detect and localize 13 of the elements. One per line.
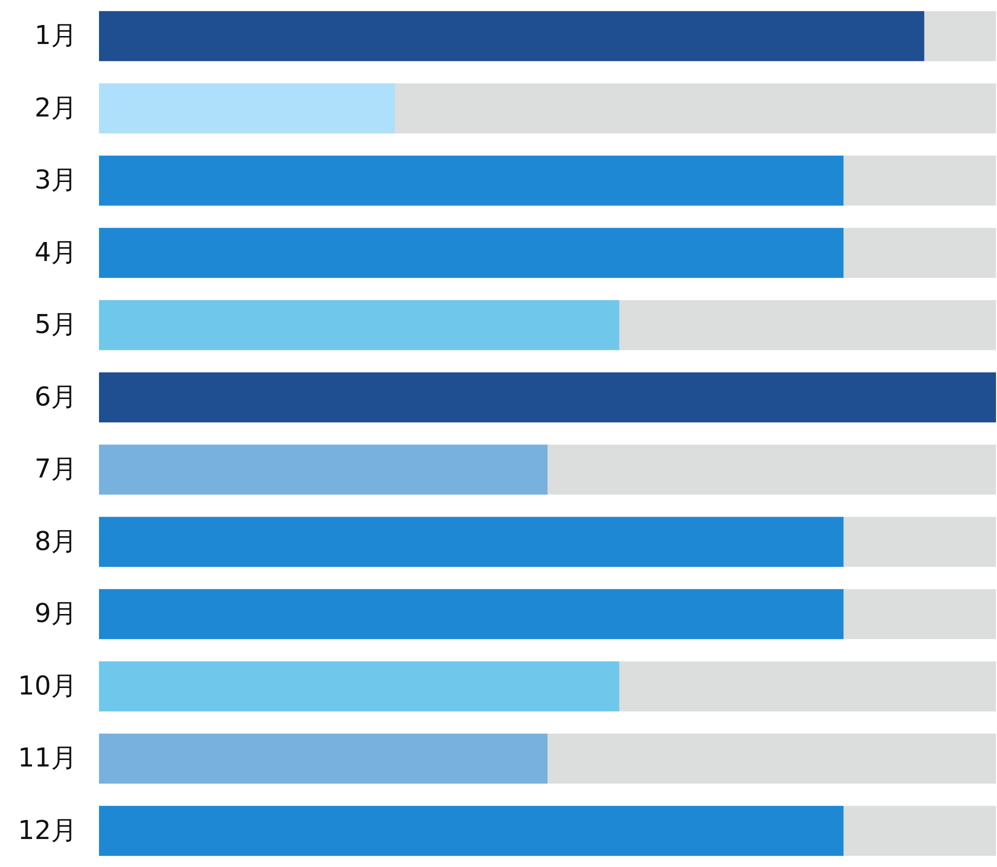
y-tick-label: 2月 — [34, 93, 77, 124]
y-tick-label: 3月 — [34, 166, 77, 196]
y-tick-label: 8月 — [34, 526, 77, 557]
y-tick-label: 12月 — [18, 816, 77, 846]
y-tick-label: 7月 — [34, 454, 77, 485]
y-tick-label: 9月 — [34, 599, 77, 630]
y-tick-label: 5月 — [34, 310, 77, 340]
y-tick-label: 10月 — [18, 671, 77, 702]
y-tick-label: 6月 — [34, 382, 77, 412]
y-tick-label: 1月 — [34, 21, 77, 52]
y-tick-label: 4月 — [34, 238, 77, 268]
bar — [99, 83, 396, 134]
y-tick-label: 11月 — [18, 744, 77, 774]
